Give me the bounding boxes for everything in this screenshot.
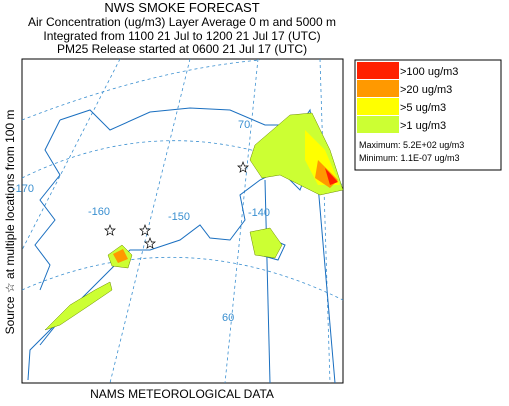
legend-label: >100 ug/m3	[400, 66, 458, 78]
legend-swatch	[357, 116, 399, 133]
map-label: -170	[12, 183, 34, 195]
legend-swatch	[357, 62, 399, 79]
map-label: -140	[248, 207, 270, 219]
legend-label: >1 ug/m3	[400, 120, 446, 132]
side-label: Source ☆ at multiple locations from 100 …	[3, 110, 17, 335]
smoke	[44, 112, 344, 331]
subtitle: Integrated from 1100 21 Jul to 1200 21 J…	[43, 29, 320, 43]
map-label: 70	[238, 119, 250, 131]
legend-swatch	[357, 80, 399, 97]
map-label: -150	[168, 211, 190, 223]
legend-label: >5 ug/m3	[400, 102, 446, 114]
map-label: 60	[222, 312, 234, 324]
title: NWS SMOKE FORECAST	[104, 0, 259, 15]
footer: NAMS METEOROLOGICAL DATA	[90, 387, 274, 401]
legend-swatch	[357, 98, 399, 115]
source-markers	[104, 161, 249, 249]
graticule	[21, 58, 344, 384]
legend-minimum: Minimum: 1.1E-07 ug/m3	[359, 153, 460, 163]
legend: Maximum: 5.2E+02 ug/m3 Minimum: 1.1E-07 …	[354, 59, 502, 171]
map: 70 -170 -160 -150 -140 60	[12, 58, 344, 384]
subtitle: Air Concentration (ug/m3) Layer Average …	[28, 15, 336, 29]
legend-maximum: Maximum: 5.2E+02 ug/m3	[359, 140, 464, 150]
subtitle: PM25 Release started at 0600 21 Jul 17 (…	[57, 42, 307, 56]
legend-label: >20 ug/m3	[400, 84, 452, 96]
map-frame	[21, 58, 344, 384]
map-label: -160	[88, 206, 110, 218]
